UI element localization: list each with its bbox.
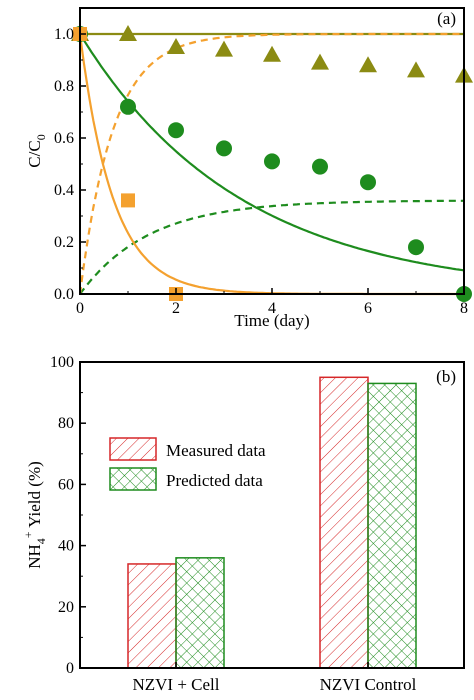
chart-b-panel-label: (b) xyxy=(436,367,456,386)
chart-a-ylabel-main: C/C xyxy=(25,140,44,167)
chart-b-ylabel: NH4+ Yield (%) xyxy=(21,461,48,569)
chart-a-ytick-label: 1.0 xyxy=(54,26,74,43)
chart-a-ytick-label: 0.4 xyxy=(54,182,74,199)
chart-a-ylabel: C/C0 xyxy=(25,134,48,167)
chart-b-ytick-label: 60 xyxy=(58,476,74,493)
chart-b-ylabel-sup: + xyxy=(21,531,35,538)
chart-a-xtick-label: 0 xyxy=(76,300,84,317)
legend-swatch-measured xyxy=(109,437,157,461)
chart-a-xtick-label: 8 xyxy=(460,300,468,317)
chart-b-ylabel-main: NH xyxy=(25,544,44,569)
chart-a-point-triangle xyxy=(119,25,137,41)
legend-label-measured: Measured data xyxy=(166,441,266,460)
chart-a-ylabel-sub: 0 xyxy=(34,134,48,140)
chart-a-point-circle xyxy=(216,140,232,157)
chart-b-ylabel-sub: 4 xyxy=(34,538,48,544)
chart-a-point-circle xyxy=(120,98,136,115)
chart-a-point-circle xyxy=(264,153,280,170)
chart-a-point-triangle xyxy=(263,45,281,62)
chart-a-point-circle xyxy=(360,174,376,191)
chart-a-point-triangle xyxy=(215,40,233,57)
chart-a-point-circle xyxy=(168,122,184,139)
chart-a-curve-4 xyxy=(78,32,464,295)
chart-b-bar-measured xyxy=(319,376,369,669)
chart-a-point-circle xyxy=(312,158,328,175)
chart-b-ylabel-rest: Yield (%) xyxy=(25,461,44,531)
chart-a: 0 2 4 6 8 0.0 0.2 0.4 0.6 0.8 1.0 (a) Time (day) C… xyxy=(25,7,473,330)
chart-b-ytick-label: 100 xyxy=(50,354,74,371)
chart-b-ytick-label: 80 xyxy=(58,415,74,432)
chart-a-point-triangle xyxy=(311,53,329,70)
chart-a-curve-2 xyxy=(79,199,465,295)
chart-a-curve-1 xyxy=(79,33,465,272)
chart-a-ytick-label: 0.0 xyxy=(54,286,74,303)
chart-b-ytick-label: 40 xyxy=(58,538,74,555)
chart-b-bar-predicted xyxy=(367,382,417,669)
chart-b-legend: Measured data Predicted data xyxy=(109,437,266,491)
chart-a-point-triangle xyxy=(167,38,185,54)
chart-a-point-circle xyxy=(408,239,424,256)
chart-a-xtick-label: 4 xyxy=(268,300,276,317)
chart-a-xtick-label: 6 xyxy=(364,300,372,317)
chart-b-bar-measured xyxy=(127,563,177,669)
chart-a-ytick-label: 0.8 xyxy=(54,78,74,95)
chart-a-xtick-label: 2 xyxy=(172,300,180,317)
chart-a-ytick-label: 0.2 xyxy=(54,234,74,251)
legend-label-predicted: Predicted data xyxy=(166,471,263,490)
chart-b-bar-predicted xyxy=(175,557,225,669)
chart-b-ytick-label: 0 xyxy=(66,660,74,677)
chart-a-point-triangle xyxy=(359,56,377,73)
chart-a-xlabel: Time (day) xyxy=(234,311,309,330)
chart-b-category-label: NZVI Control xyxy=(320,675,417,694)
chart-b-ytick-label: 20 xyxy=(58,599,74,616)
chart-a-panel-label: (a) xyxy=(437,9,456,28)
chart-a-point-triangle xyxy=(407,61,425,78)
chart-a-ytick-label: 0.6 xyxy=(54,130,74,147)
chart-a-point-square xyxy=(121,193,135,208)
chart-b-category-label: NZVI + Cell xyxy=(132,675,219,694)
legend-swatch-predicted xyxy=(109,467,157,491)
